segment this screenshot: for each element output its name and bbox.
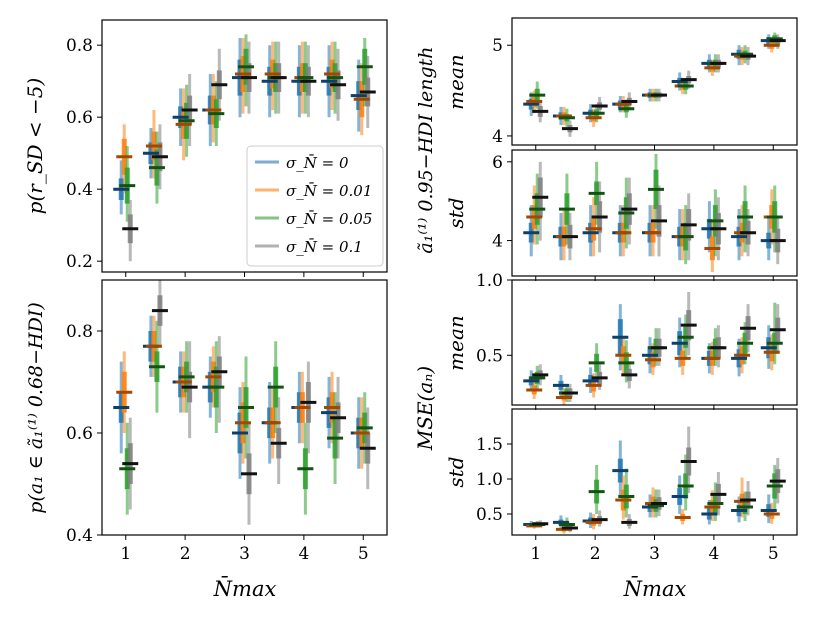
- legend: σ_N̄ = 0 σ_N̄ = 0.01 σ_N̄ = 0.05 σ_N̄ = 0.1: [246, 145, 384, 267]
- y-tick-label: 0.6: [66, 108, 93, 128]
- legend-entry-2: σ_N̄ = 0.05: [286, 210, 372, 228]
- panel-p_r_sd: 0.2 0.4 0.6 0.8: [66, 19, 388, 277]
- y-tick-label: 4: [492, 127, 503, 147]
- y-axis-label-mse-std: std: [444, 456, 468, 487]
- y-tick-label: 0.5: [476, 346, 503, 366]
- x-tick-label: 3: [649, 544, 660, 564]
- x-tick-label: 2: [590, 544, 601, 564]
- legend-entry-3: σ_N̄ = 0.1: [286, 238, 363, 256]
- panel-p_a1_hdi: 0.4 0.6 0.8 1 2 3 4 5: [66, 279, 388, 564]
- axes-frame: [511, 17, 798, 146]
- x-axis-label-right: N̄max: [623, 576, 687, 601]
- y-tick-label: 0.8: [66, 322, 93, 342]
- y-axis-label-hdi-mean: mean: [444, 54, 468, 110]
- x-tick-label: 1: [530, 544, 541, 564]
- x-tick-label: 2: [180, 544, 191, 564]
- x-tick-label: 4: [708, 544, 719, 564]
- y-tick-label: 4: [492, 232, 503, 252]
- panel-hdi_len_mean: 45: [492, 17, 798, 150]
- y-tick-label: 0.5: [476, 505, 503, 525]
- y-tick-label: 0.2: [66, 252, 93, 272]
- panel-mse_mean: 0.5 1.0: [476, 271, 798, 410]
- y-tick-label: 0.8: [66, 36, 93, 56]
- y-axis-label-p-rsd: p(r_SD < −5): [23, 78, 47, 215]
- x-tick-label: 5: [768, 544, 779, 564]
- y-axis-label-mse: MSE(aₙ): [413, 366, 437, 451]
- x-tick-label: 5: [358, 544, 369, 564]
- x-tick-label: 3: [239, 544, 250, 564]
- x-tick-label: 4: [298, 544, 309, 564]
- y-tick-label: 1.0: [476, 271, 503, 291]
- y-tick-label: 1.0: [476, 470, 503, 490]
- legend-entry-0: σ_N̄ = 0: [286, 154, 349, 172]
- x-tick-label: 1: [120, 544, 131, 564]
- x-axis-label-left: N̄max: [213, 576, 277, 601]
- y-axis-label-hdi-std: std: [444, 197, 468, 228]
- legend-box: [246, 145, 384, 267]
- y-tick-label: 0.4: [66, 180, 93, 200]
- y-tick-label: 0.6: [66, 424, 93, 444]
- panel-mse_std: 0.5 1.0 1.5 1 2 3 4 5: [476, 408, 798, 564]
- legend-entry-1: σ_N̄ = 0.01: [286, 182, 372, 200]
- panel-hdi_len_std: 46: [492, 149, 798, 281]
- y-axis-label-mse-mean: mean: [444, 315, 468, 371]
- y-axis-label-hdi-length: ã₁⁽¹⁾ 0.95−HDI length: [415, 46, 437, 253]
- y-tick-label: 0.4: [66, 526, 93, 546]
- y-axis-label-p-a1: p(a₁ ∈ ã₁⁽¹⁾ 0.68−HDI): [25, 302, 47, 514]
- y-tick-label: 6: [492, 153, 503, 173]
- y-tick-label: 5: [492, 36, 503, 56]
- y-tick-label: 1.5: [476, 435, 503, 455]
